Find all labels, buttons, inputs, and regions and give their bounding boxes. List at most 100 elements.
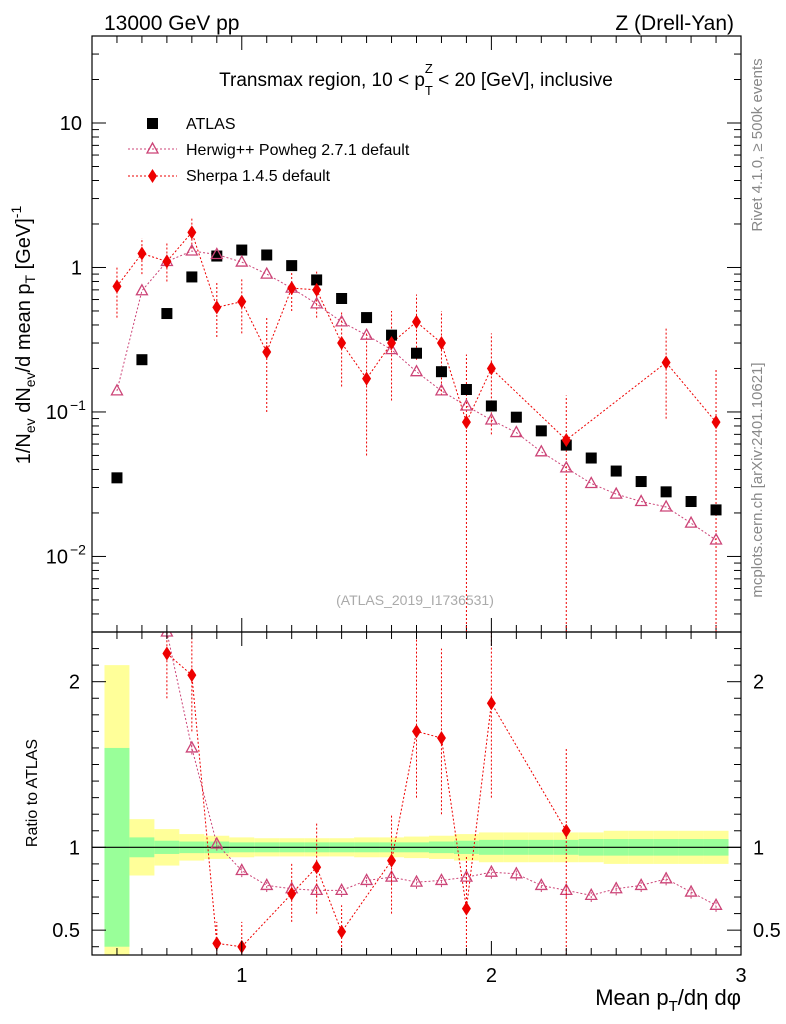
main-ytick-label: 10 [46, 402, 68, 424]
herwig-point [534, 444, 548, 457]
herwig-point [235, 254, 249, 267]
atlas-point [660, 486, 672, 498]
ratio-herwig-point [359, 873, 374, 886]
legend-item-herwig: Herwig++ Powheg 2.7.1 default [128, 141, 410, 159]
main-ytick-label: 10 [60, 113, 82, 135]
herwig-point [559, 460, 573, 473]
ratio-ytick-label-right: 2 [753, 672, 764, 694]
atlas-point [311, 274, 323, 286]
ratio-content [92, 632, 741, 955]
sherpa-point [287, 281, 297, 296]
herwig-point [359, 327, 374, 340]
sherpa-point [137, 246, 147, 261]
sherpa-point [711, 415, 721, 430]
atlas-point [261, 249, 273, 261]
header-right: Z (Drell-Yan) [615, 12, 734, 35]
ratio-ytick-label: 0.5 [52, 920, 80, 942]
sherpa-point [162, 254, 172, 269]
legend-marker-sherpa [148, 169, 157, 183]
legend-marker-herwig [145, 141, 160, 154]
ratio-ytick-label-right: 1 [753, 837, 764, 859]
sherpa-point [387, 336, 397, 351]
ratio-ytick-label: 2 [69, 672, 80, 694]
herwig-point [434, 383, 449, 396]
sherpa-point [212, 300, 222, 315]
atlas-point [535, 425, 547, 437]
side-label-rivet: Rivet 4.1.0, ≥ 500k events [749, 58, 766, 231]
atlas-point [485, 400, 497, 412]
ratio-sherpa-point [436, 731, 446, 746]
sherpa-point [661, 355, 671, 370]
atlas-point [460, 384, 472, 396]
legend-item-atlas: ATLAS [147, 116, 236, 133]
atlas-point [435, 366, 447, 378]
sherpa-point [337, 336, 347, 351]
ratio-herwig-point [335, 883, 349, 896]
legend-label-sherpa: Sherpa 1.4.5 default [186, 168, 331, 185]
ratio-ytick-label: 1 [69, 837, 80, 859]
sherpa-point [561, 432, 571, 447]
atlas-point [585, 452, 597, 464]
ratio-sherpa-point [287, 886, 297, 901]
atlas-point [211, 250, 223, 262]
herwig-point [659, 499, 673, 512]
main-ylabel: 1/Nev dNev/d mean pT [GeV]-1 [8, 206, 38, 465]
atlas-point [186, 271, 198, 283]
ratio-herwig-point [659, 871, 673, 884]
herwig-point [484, 412, 498, 425]
herwig-point [459, 398, 474, 411]
ratio-sherpa-point [561, 823, 571, 838]
herwig-point [260, 266, 274, 279]
ratio-xtick-label: 2 [486, 965, 497, 987]
herwig-point [584, 476, 598, 489]
main-ytick-label: 1 [71, 257, 82, 279]
ratio-sherpa-point [162, 646, 172, 661]
ratio-ylabel: Ratio to ATLAS [24, 739, 41, 847]
ratio-herwig-point [609, 881, 623, 894]
atlas-point [411, 347, 422, 359]
atlas-point [236, 244, 248, 256]
atlas-point [710, 504, 722, 516]
atlas-point [161, 308, 173, 320]
legend-marker-atlas [147, 118, 158, 129]
herwig-line [116, 250, 717, 541]
ratio-sherpa-line [166, 653, 567, 948]
sherpa-point [486, 361, 496, 376]
ratio-herwig-point [534, 878, 548, 891]
atlas-point [361, 312, 373, 324]
ratio-herwig-point [709, 897, 723, 910]
ratio-herwig-line [166, 632, 717, 906]
herwig-point [409, 364, 424, 377]
atlas-point [635, 476, 647, 488]
ratio-sherpa-point [387, 853, 397, 868]
ratio-ytick-label-right: 0.5 [753, 920, 781, 942]
atlas-point [685, 496, 697, 508]
herwig-point [185, 243, 199, 256]
side-label-mcplots: mcplots.cern.ch [arXiv:2401.10621] [749, 362, 766, 597]
herwig-point [135, 283, 149, 296]
ratio-sherpa-point [486, 696, 496, 711]
herwig-point [709, 532, 723, 545]
sherpa-point [461, 415, 471, 430]
herwig-point [684, 515, 698, 528]
legend: ATLAS Herwig++ Powheg 2.7.1 default Sher… [128, 116, 410, 185]
herwig-point [634, 494, 648, 507]
ratio-herwig-point [509, 866, 523, 879]
ratio-xtick-label: 1 [236, 965, 247, 987]
sherpa-point [112, 279, 122, 294]
herwig-point [210, 247, 224, 260]
herwig-point [335, 314, 349, 327]
ratio-xtick-label: 3 [735, 965, 746, 987]
sherpa-point [362, 371, 372, 386]
herwig-point [110, 383, 124, 396]
sherpa-point [412, 314, 421, 329]
sherpa-point [262, 345, 272, 360]
atlas-point [336, 292, 348, 304]
herwig-point [310, 296, 324, 309]
ratio-sherpa-point [187, 668, 197, 683]
sherpa-point [436, 336, 446, 351]
main-ytick-exponent: −2 [70, 541, 86, 557]
atlas-point [510, 411, 522, 423]
